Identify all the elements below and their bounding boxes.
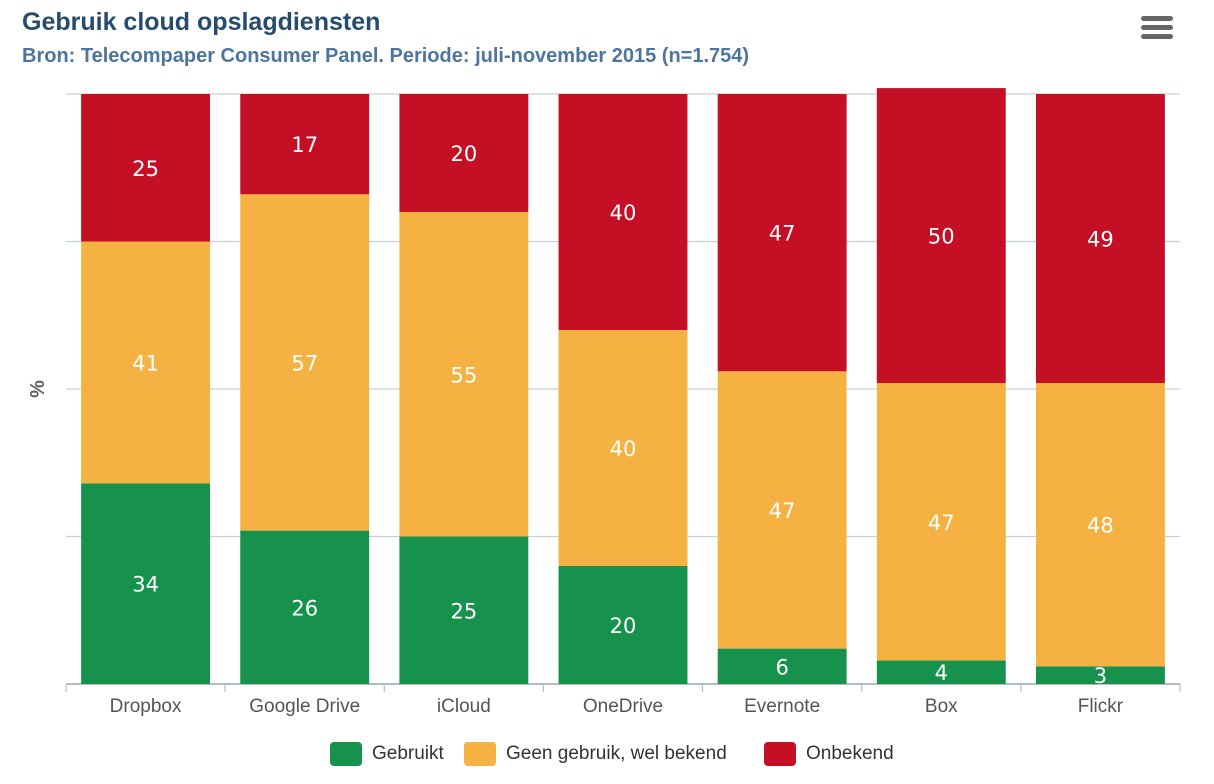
bar-segment[interactable] [717, 94, 847, 372]
bar-segment[interactable] [240, 94, 370, 195]
bar-segment[interactable] [876, 383, 1006, 661]
data-label: 50 [928, 225, 955, 249]
data-label: 26 [291, 596, 318, 620]
data-label: 6 [775, 655, 788, 679]
x-tick-label: OneDrive [583, 696, 663, 717]
x-tick-label: Google Drive [249, 696, 360, 717]
data-label: 49 [1087, 228, 1114, 252]
x-tick-label: iCloud [437, 696, 491, 717]
data-label: 47 [769, 499, 796, 523]
chart-title: Gebruik cloud opslagdiensten [22, 8, 381, 36]
data-label: 40 [610, 437, 637, 461]
data-label: 57 [291, 351, 318, 375]
data-label: 47 [769, 222, 796, 246]
bar-segment[interactable] [81, 94, 211, 242]
bar-segment[interactable] [717, 648, 847, 684]
legend-label: Onbekend [806, 743, 894, 764]
bar-segment[interactable] [558, 330, 688, 566]
data-label: 3 [1094, 664, 1107, 688]
data-label: 47 [928, 511, 955, 535]
menu-bar [1141, 34, 1173, 39]
bar-segment[interactable] [876, 88, 1006, 384]
bar-segment[interactable] [81, 241, 211, 484]
bar-segment[interactable] [558, 94, 688, 330]
data-label: 25 [132, 157, 159, 181]
x-tick-label: Box [925, 696, 958, 717]
legend: Gebruikt Geen gebruik, wel bekend Onbekend [0, 738, 1214, 772]
menu-bar [1141, 25, 1173, 30]
data-label: 55 [450, 363, 477, 387]
data-label: 25 [450, 599, 477, 623]
legend-swatch [330, 742, 362, 766]
y-axis-label: % [27, 380, 49, 398]
data-label: 48 [1087, 514, 1114, 538]
bar-segment[interactable] [1035, 383, 1165, 667]
x-axis-ticks: Dropbox Google Drive iCloud OneDrive Evernot… [65, 684, 1181, 717]
data-label: 20 [450, 142, 477, 166]
bar-segment[interactable] [1035, 94, 1165, 384]
data-label: 4 [935, 661, 948, 685]
legend-swatch [464, 742, 496, 766]
data-label: 17 [291, 133, 318, 157]
data-labels: 34 41 25 26 57 17 25 55 20 20 40 40 6 47 47 4 47 50 3 48 49 [132, 133, 1114, 688]
data-label: 34 [132, 573, 159, 597]
bar-segment[interactable] [1035, 666, 1165, 684]
bar-segment[interactable] [717, 371, 847, 649]
data-label: 20 [610, 614, 637, 638]
bar-segment[interactable] [399, 212, 529, 537]
chart-plot: 344125265717255520204040647474475034849 … [27, 88, 1181, 717]
legend-label: Geen gebruik, wel bekend [506, 743, 727, 764]
hamburger-menu-icon[interactable] [1136, 12, 1176, 44]
bar-segment[interactable] [399, 94, 529, 212]
data-label: 41 [132, 351, 159, 375]
bars [81, 88, 1165, 684]
bar-segment[interactable] [81, 483, 211, 684]
legend-swatch [764, 742, 796, 766]
bar-segment[interactable] [240, 194, 370, 531]
data-label: 40 [610, 201, 637, 225]
x-tick-label: Dropbox [110, 696, 182, 717]
legend-label: Gebruikt [372, 743, 444, 764]
bar-segment[interactable] [876, 660, 1006, 684]
bar-segment[interactable] [399, 536, 529, 685]
x-tick-label: Evernote [744, 696, 820, 717]
bar-segment[interactable] [240, 530, 370, 684]
x-tick-label: Flickr [1078, 696, 1124, 717]
bar-segment[interactable] [558, 566, 688, 684]
menu-bar [1141, 16, 1173, 21]
chart-subtitle: Bron: Telecompaper Consumer Panel. Perio… [22, 45, 750, 67]
